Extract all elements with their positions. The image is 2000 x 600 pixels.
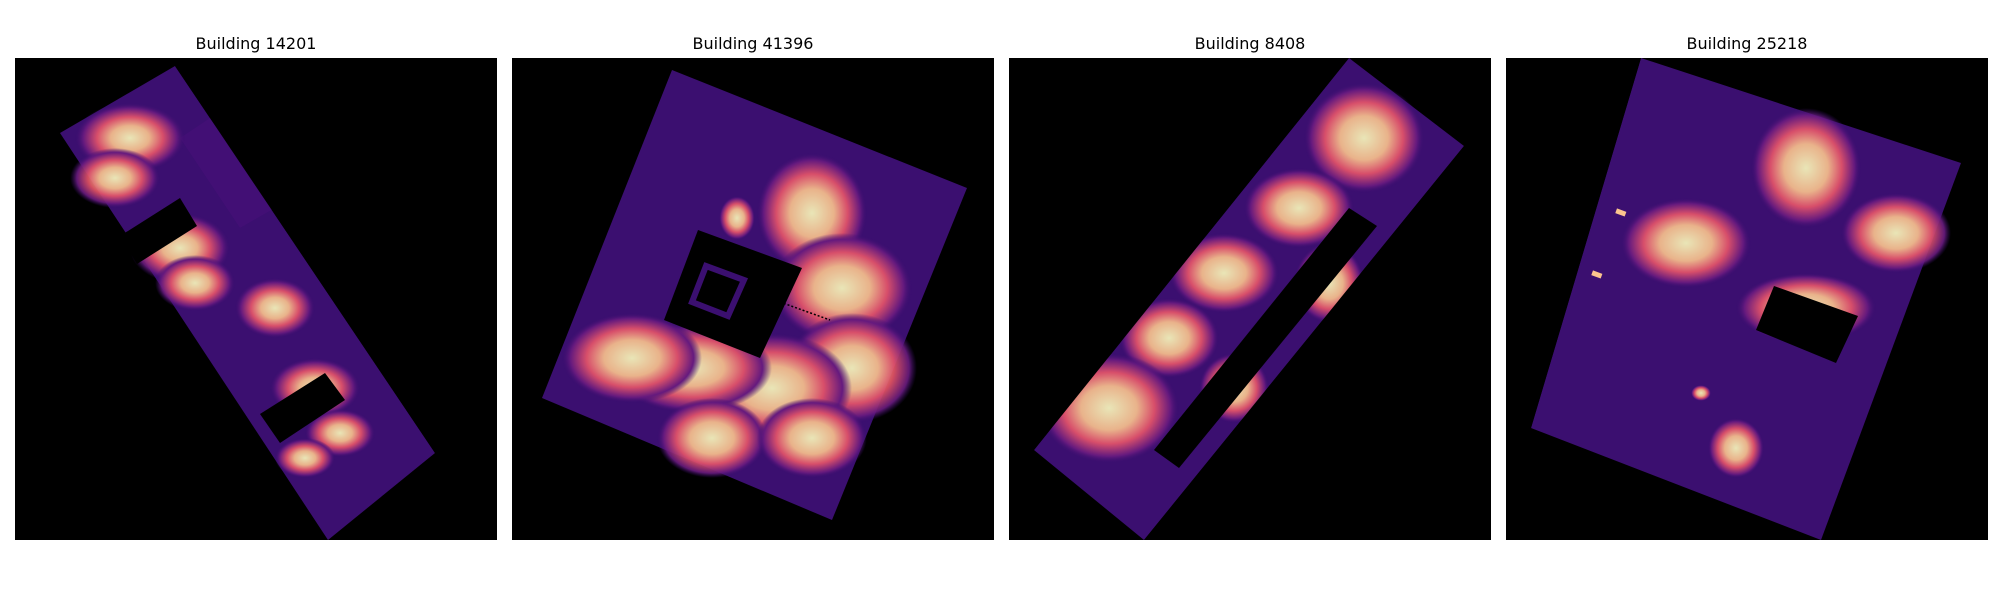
heatmap-panel-4 bbox=[1506, 58, 1988, 540]
panel-title-4: Building 25218 bbox=[1686, 34, 1808, 53]
panel-title-2: Building 41396 bbox=[692, 34, 814, 53]
floorplan-heatmap-2 bbox=[542, 70, 967, 520]
corridor-void-3 bbox=[1154, 208, 1377, 468]
heatmap-panel-2 bbox=[512, 58, 994, 540]
panel-title-1: Building 14201 bbox=[195, 34, 317, 53]
floorplan-heatmap-4 bbox=[1506, 58, 1961, 540]
heatmap-panel-3 bbox=[1009, 58, 1491, 540]
floorplan-heatmap-3 bbox=[1009, 58, 1491, 540]
courtyard-void-2 bbox=[664, 230, 802, 358]
void-1b bbox=[260, 373, 345, 443]
void-1a bbox=[120, 198, 197, 264]
heatmap-panel-1 bbox=[15, 58, 497, 540]
void-4 bbox=[1756, 286, 1858, 363]
panel-title-3: Building 8408 bbox=[1194, 34, 1306, 53]
floorplan-heatmap-1 bbox=[15, 58, 497, 540]
